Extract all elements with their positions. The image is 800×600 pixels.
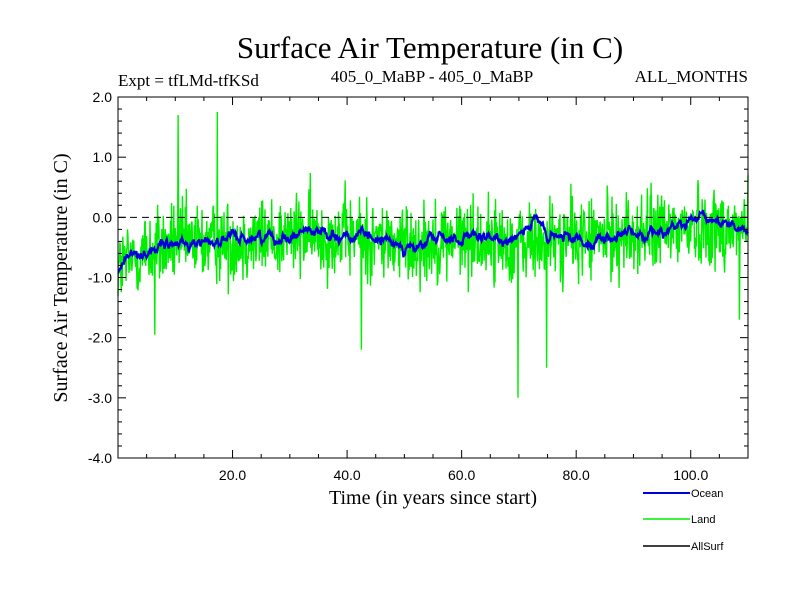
legend: Ocean Land AllSurf bbox=[643, 488, 724, 553]
series-ocean-group bbox=[117, 209, 749, 274]
y-axis-label: Surface Air Temperature (in C) bbox=[50, 153, 72, 402]
x-tick-label: 80.0 bbox=[563, 467, 590, 483]
axes: 20.0 40.0 60.0 80.0 100.0 -4.0 -3.0 -2.0 -1.0 0.0… bbox=[88, 89, 748, 483]
legend-label-allsurf: AllSurf bbox=[691, 541, 724, 553]
y-tick-label: -2.0 bbox=[88, 330, 112, 346]
x-tick-label: 100.0 bbox=[673, 467, 708, 483]
chart-subtitle-left: Expt = tfLMd-tfKSd bbox=[118, 71, 259, 90]
y-tick-label: -3.0 bbox=[88, 390, 112, 406]
series-land-line bbox=[117, 111, 749, 398]
y-tick-label: 2.0 bbox=[93, 89, 113, 105]
chart-subtitle-right: ALL_MONTHS bbox=[635, 67, 748, 86]
y-tick-label: -1.0 bbox=[88, 270, 112, 286]
plot-area bbox=[117, 96, 749, 459]
series-land-group bbox=[117, 111, 749, 398]
series-ocean-line bbox=[117, 209, 749, 274]
y-tick-label: -4.0 bbox=[88, 450, 112, 466]
legend-label-land: Land bbox=[691, 514, 715, 526]
x-axis-label: Time (in years since start) bbox=[329, 487, 537, 509]
x-tick-label: 20.0 bbox=[219, 467, 246, 483]
plot-frame bbox=[117, 96, 749, 459]
y-tick-label: 1.0 bbox=[93, 149, 113, 165]
x-tick-label: 60.0 bbox=[448, 467, 475, 483]
x-tick-label: 40.0 bbox=[333, 467, 360, 483]
chart-title: Surface Air Temperature (in C) bbox=[237, 30, 623, 65]
legend-label-ocean: Ocean bbox=[691, 488, 723, 500]
chart-subtitle-center: 405_0_MaBP - 405_0_MaBP bbox=[331, 67, 533, 86]
y-tick-label: 0.0 bbox=[93, 209, 113, 225]
